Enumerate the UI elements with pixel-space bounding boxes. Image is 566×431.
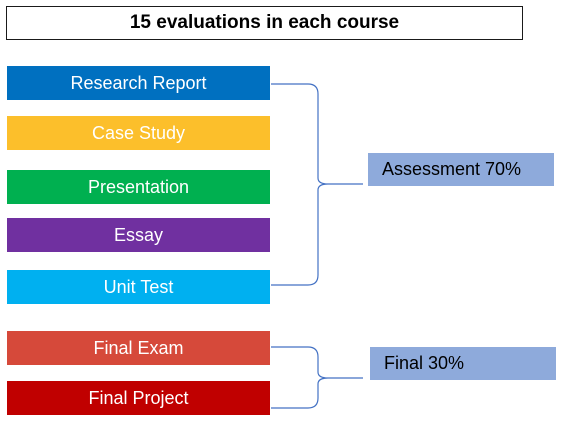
- final-group-label: Final 30%: [370, 347, 556, 380]
- final-bracket: [271, 346, 363, 409]
- item-case-study: Case Study: [7, 116, 270, 150]
- assessment-group-label: Assessment 70%: [368, 153, 554, 186]
- assessment-bracket: [271, 83, 363, 286]
- item-unit-test: Unit Test: [7, 270, 270, 304]
- item-final-project: Final Project: [7, 381, 270, 415]
- item-essay: Essay: [7, 218, 270, 252]
- item-final-exam: Final Exam: [7, 331, 270, 365]
- item-research-report: Research Report: [7, 66, 270, 100]
- diagram-title: 15 evaluations in each course: [6, 6, 523, 40]
- item-presentation: Presentation: [7, 170, 270, 204]
